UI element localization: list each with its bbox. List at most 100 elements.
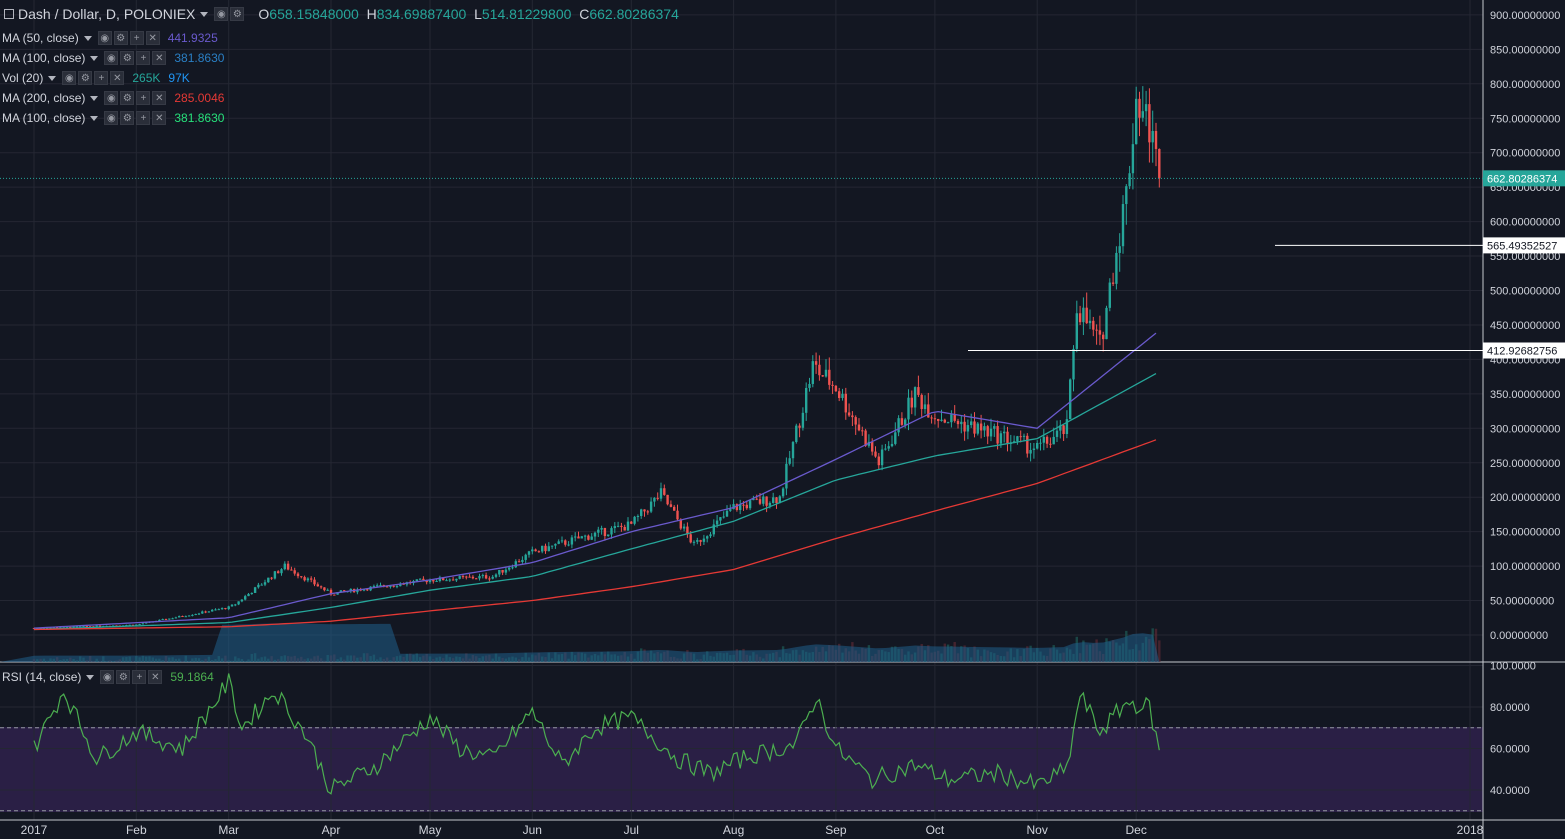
- time-tick-label: May: [419, 823, 442, 837]
- candle-body: [227, 606, 230, 610]
- indicator-label[interactable]: MA (100, close): [2, 111, 86, 125]
- eye-icon[interactable]: ◉: [100, 670, 115, 684]
- chevron-down-icon[interactable]: [90, 95, 99, 101]
- candle-body: [907, 397, 910, 420]
- indicator-label[interactable]: MA (50, close): [2, 31, 79, 45]
- plus-icon[interactable]: +: [129, 31, 144, 45]
- ma-line: [33, 373, 1157, 631]
- candle-body: [283, 563, 286, 570]
- candle-body: [481, 575, 484, 577]
- candle-body: [844, 393, 847, 413]
- eye-icon[interactable]: ◉: [104, 111, 119, 125]
- candle-body: [95, 625, 98, 627]
- candle-body: [884, 448, 887, 450]
- candle-body: [709, 534, 712, 537]
- indicator-buttons: ◉ ⚙ + ✕: [62, 71, 125, 85]
- candle-body: [808, 383, 811, 388]
- chevron-down-icon[interactable]: [48, 75, 57, 81]
- gear-icon[interactable]: ⚙: [230, 7, 245, 21]
- time-tick-label: Oct: [926, 823, 945, 837]
- candle-body: [1072, 348, 1075, 380]
- eye-icon[interactable]: ◉: [104, 51, 119, 65]
- symbol-title[interactable]: Dash / Dollar, D, POLONIEX: [18, 6, 196, 22]
- chevron-down-icon[interactable]: [83, 35, 92, 41]
- time-tick-label: Jul: [624, 823, 639, 837]
- close-icon[interactable]: ✕: [148, 670, 163, 684]
- eye-icon[interactable]: ◉: [62, 71, 77, 85]
- candle-body: [564, 540, 567, 545]
- chevron-down-icon[interactable]: [200, 11, 209, 17]
- close-icon[interactable]: ✕: [145, 31, 160, 45]
- level-label-box: [1483, 237, 1565, 254]
- candle-body: [300, 576, 303, 578]
- candle-body: [491, 576, 494, 579]
- candle-body: [864, 430, 867, 446]
- candle-body: [1092, 320, 1095, 330]
- close-icon[interactable]: ✕: [152, 51, 167, 65]
- candle-body: [125, 625, 128, 627]
- candle-body: [432, 580, 435, 582]
- candle-body: [425, 579, 428, 583]
- candle-body: [742, 504, 745, 506]
- chevron-down-icon[interactable]: [86, 674, 95, 680]
- indicator-value: 381.8630: [174, 111, 225, 125]
- last-price-label-box: [1483, 170, 1565, 187]
- candle-body: [861, 430, 864, 432]
- gear-icon[interactable]: ⚙: [78, 71, 93, 85]
- plus-icon[interactable]: +: [132, 670, 147, 684]
- candle-body: [372, 585, 376, 587]
- candle-body: [1131, 144, 1135, 174]
- collapse-square-icon[interactable]: [4, 9, 14, 19]
- rsi-label[interactable]: RSI (14, close): [2, 670, 82, 684]
- candle-body: [438, 577, 442, 581]
- close-icon[interactable]: ✕: [152, 111, 167, 125]
- candle-body: [1029, 449, 1032, 454]
- close-icon[interactable]: ✕: [152, 91, 167, 105]
- close-label: C: [579, 6, 590, 22]
- candle-body: [814, 361, 818, 365]
- candle-body: [805, 387, 808, 413]
- gear-icon[interactable]: ⚙: [113, 31, 128, 45]
- high-value: 834.69887400: [376, 6, 467, 22]
- eye-icon[interactable]: ◉: [97, 31, 112, 45]
- chevron-down-icon[interactable]: [90, 55, 99, 61]
- candle-body: [310, 578, 313, 580]
- candle-body: [970, 421, 973, 426]
- candle-body: [745, 504, 748, 509]
- indicator-label[interactable]: MA (200, close): [2, 91, 86, 105]
- eye-icon[interactable]: ◉: [214, 7, 229, 21]
- candle-body: [1088, 320, 1092, 324]
- close-icon[interactable]: ✕: [110, 71, 125, 85]
- chevron-down-icon[interactable]: [90, 115, 99, 121]
- indicator-label[interactable]: MA (100, close): [2, 51, 86, 65]
- price-tick-label: 600.00000000: [1490, 217, 1560, 229]
- candle-body: [385, 586, 389, 588]
- plus-icon[interactable]: +: [136, 111, 151, 125]
- gear-icon[interactable]: ⚙: [120, 51, 135, 65]
- candle-body: [1151, 130, 1154, 143]
- candle-body: [841, 393, 844, 398]
- candle-body: [280, 569, 283, 574]
- candle-body: [356, 589, 359, 593]
- candle-body: [1102, 334, 1105, 340]
- candle-body: [821, 375, 824, 377]
- plus-icon[interactable]: +: [136, 91, 151, 105]
- candle-body: [435, 580, 438, 582]
- candle-body: [521, 559, 524, 562]
- candle-body: [1006, 431, 1009, 444]
- candle-body: [775, 497, 778, 504]
- time-tick-label: Jun: [523, 823, 542, 837]
- candle-body: [1075, 313, 1078, 349]
- eye-icon[interactable]: ◉: [104, 91, 119, 105]
- plus-icon[interactable]: +: [136, 51, 151, 65]
- candle-body: [494, 574, 498, 577]
- gear-icon[interactable]: ⚙: [120, 91, 135, 105]
- rsi-line: [33, 673, 1160, 795]
- gear-icon[interactable]: ⚙: [116, 670, 131, 684]
- candle-body: [468, 576, 471, 578]
- gear-icon[interactable]: ⚙: [120, 111, 135, 125]
- plus-icon[interactable]: +: [94, 71, 109, 85]
- candle-body: [451, 579, 455, 581]
- indicator-label[interactable]: Vol (20): [2, 71, 44, 85]
